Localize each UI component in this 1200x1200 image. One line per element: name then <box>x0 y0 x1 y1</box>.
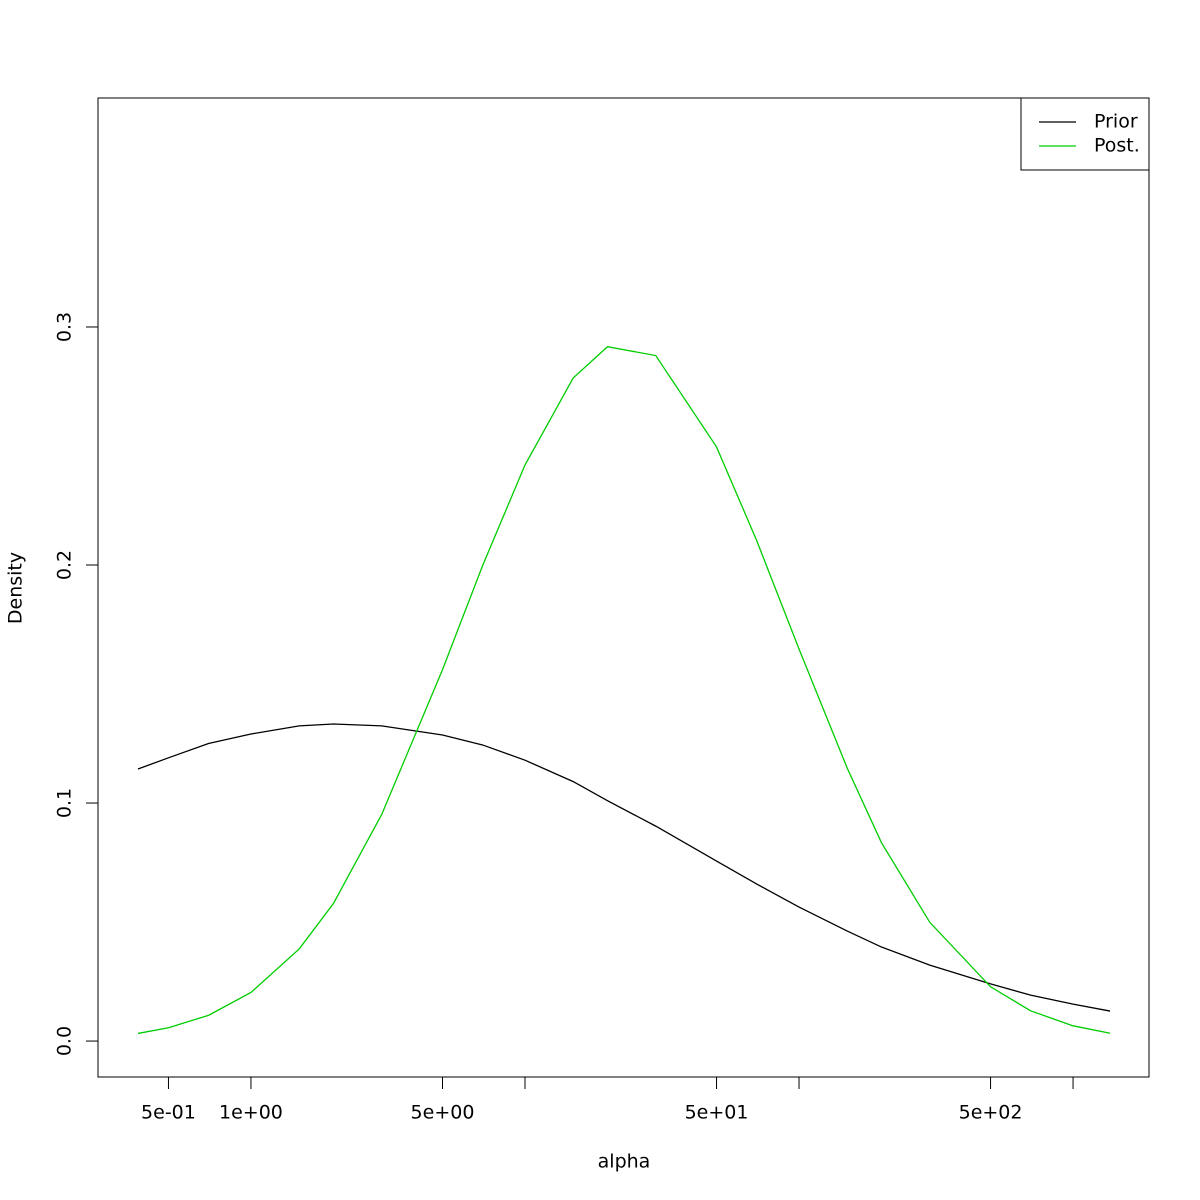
legend-label: Post. <box>1094 135 1140 157</box>
x-tick-label: 5e+00 <box>411 1102 475 1124</box>
y-axis-title: Density <box>5 552 27 624</box>
series-line <box>137 723 1111 1012</box>
legend-label: Prior <box>1094 111 1138 133</box>
x-tick-label: 1e+00 <box>219 1102 283 1124</box>
y-tick-label: 0.2 <box>54 550 76 580</box>
y-tick-label: 0.1 <box>54 788 76 818</box>
plot-frame <box>97 97 1150 1078</box>
legend-box <box>1020 97 1150 171</box>
x-tick-label: 5e+02 <box>959 1102 1023 1124</box>
series-line <box>137 346 1111 1035</box>
x-tick-label: 5e-01 <box>141 1102 196 1124</box>
y-tick-label: 0.3 <box>54 312 76 342</box>
x-tick-label: 5e+01 <box>685 1102 749 1124</box>
y-tick-label: 0.0 <box>54 1026 76 1056</box>
x-axis-title: alpha <box>598 1151 651 1173</box>
